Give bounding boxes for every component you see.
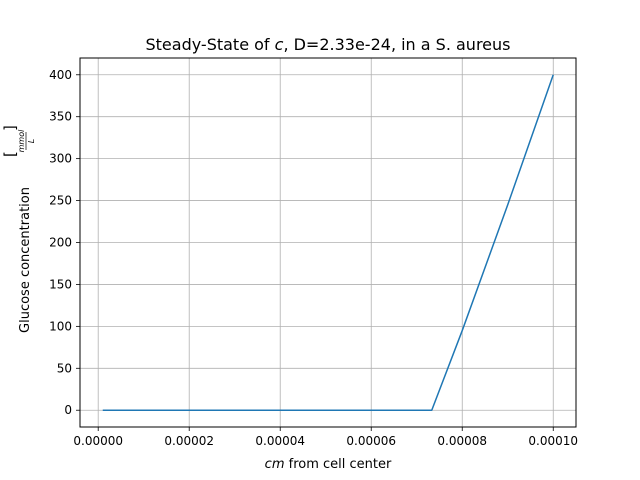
x-tick-label: 0.00000 bbox=[73, 434, 123, 448]
y-tick-label: 400 bbox=[49, 68, 72, 82]
x-tick-label: 0.00008 bbox=[437, 434, 487, 448]
y-tick-label: 100 bbox=[49, 319, 72, 333]
x-tick-label: 0.00006 bbox=[346, 434, 396, 448]
y-tick-label: 50 bbox=[57, 361, 72, 375]
y-axis-unit-numerator: mmol bbox=[17, 129, 26, 152]
y-axis-label-text: Glucose concentration bbox=[18, 187, 33, 333]
chart-title: Steady-State of c, D=2.33e-24, in a S. a… bbox=[146, 35, 511, 54]
grid bbox=[80, 58, 576, 427]
x-tick-label: 0.00010 bbox=[528, 434, 578, 448]
y-axis-unit-denominator: L bbox=[27, 139, 36, 143]
x-axis-label: cm from cell center bbox=[265, 457, 392, 472]
y-tick-label: 150 bbox=[49, 277, 72, 291]
y-axis-label: Glucose concentration [ mmol L ] bbox=[1, 125, 36, 333]
x-tick-label: 0.00004 bbox=[255, 434, 305, 448]
x-axis-ticks: 0.00000 0.00002 0.00004 0.00006 0.00008 0.000… bbox=[73, 427, 578, 448]
y-tick-label: 200 bbox=[49, 236, 72, 250]
y-tick-label: 350 bbox=[49, 110, 72, 124]
y-axis-ticks: 0 50 100 150 200 250 300 350 400 bbox=[49, 68, 80, 417]
y-axis-unit-bracket-left: [ bbox=[1, 151, 19, 157]
y-tick-label: 0 bbox=[64, 403, 72, 417]
y-tick-label: 300 bbox=[49, 152, 72, 166]
y-tick-label: 250 bbox=[49, 194, 72, 208]
series-line-0 bbox=[102, 74, 554, 411]
x-tick-label: 0.00002 bbox=[164, 434, 214, 448]
plot-area bbox=[102, 74, 554, 411]
y-axis-unit-bracket-right: ] bbox=[1, 125, 19, 131]
